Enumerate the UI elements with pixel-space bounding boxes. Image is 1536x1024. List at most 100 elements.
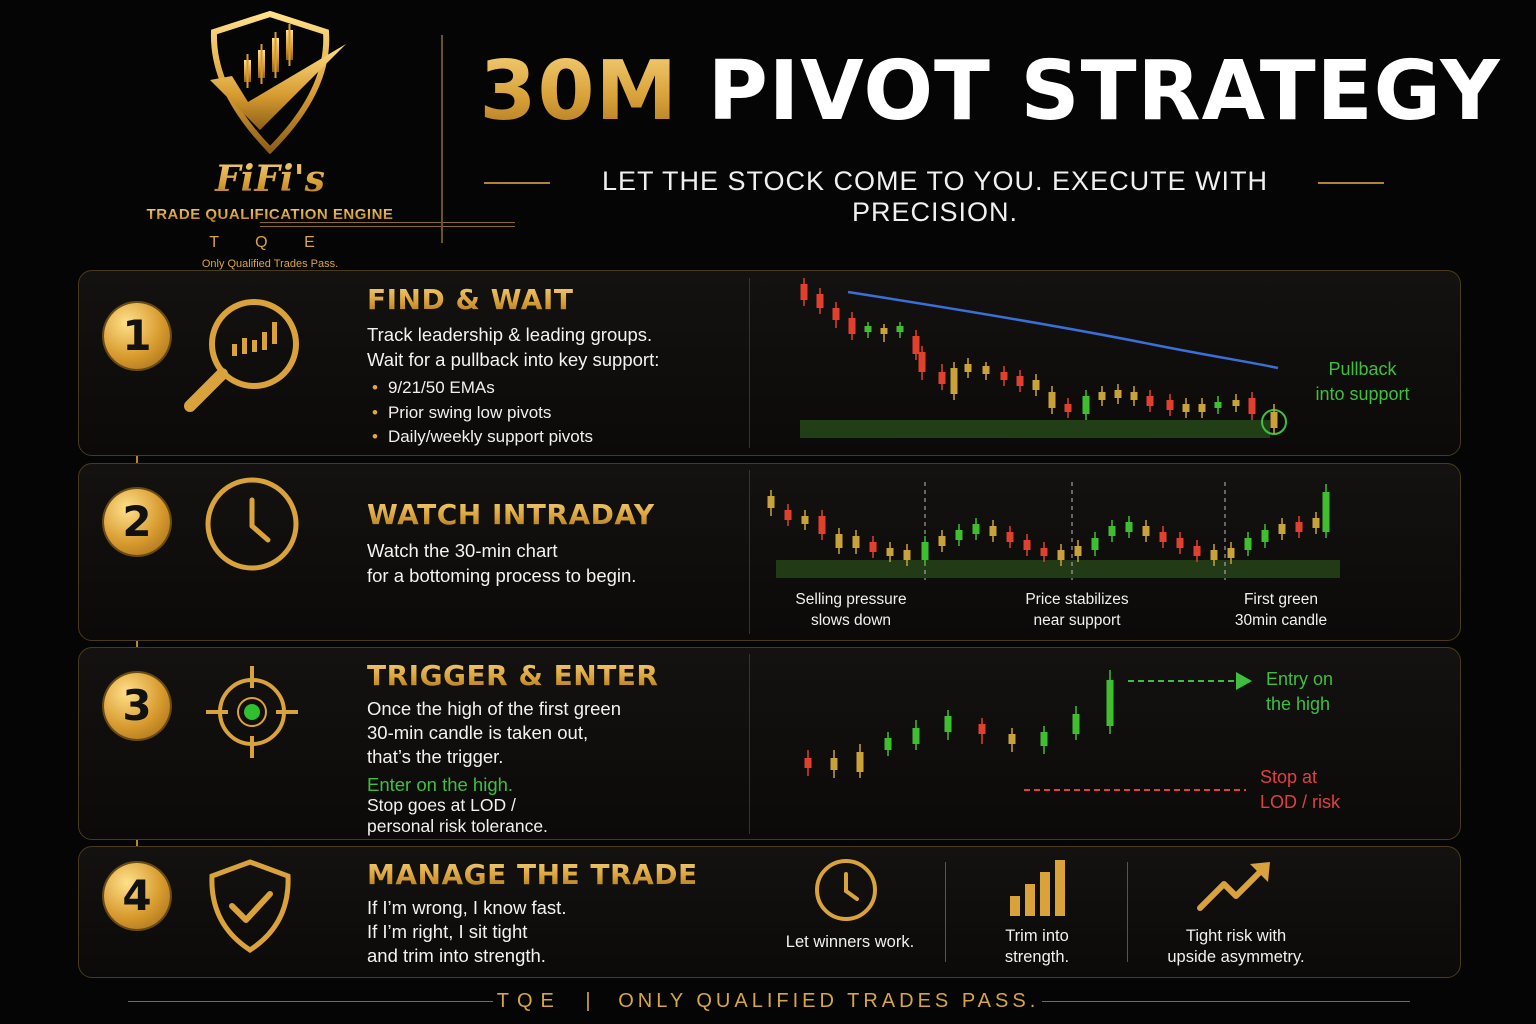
candle	[1072, 714, 1080, 734]
candle	[801, 516, 809, 524]
chart-label-line: Entry on	[1266, 669, 1334, 689]
candle	[1214, 402, 1222, 408]
candle	[1295, 522, 1303, 532]
logo-abbr: T Q E	[209, 234, 331, 251]
candle	[1108, 526, 1116, 536]
candle	[964, 364, 972, 372]
candle	[1016, 376, 1024, 386]
candle	[918, 352, 926, 372]
candle	[1312, 518, 1320, 528]
step-3-stop-line: personal risk tolerance.	[367, 816, 548, 836]
chart-label-line: Stop at	[1260, 767, 1318, 787]
footer-tagline: ONLY QUALIFIED TRADES PASS.	[618, 990, 1040, 1012]
step-3-number: 3	[104, 673, 170, 739]
step-1-chart-label: Pullback into support	[1300, 357, 1425, 407]
candle	[1000, 372, 1008, 380]
candle	[978, 724, 986, 734]
bar-chart-icon	[1010, 860, 1065, 916]
logo-name: FiFi's	[120, 158, 420, 200]
chart-label-line: First green	[1243, 591, 1319, 608]
step-4-text-line: If I’m right, I sit tight	[367, 921, 528, 942]
step-4-title: MANAGE THE TRADE	[367, 858, 698, 891]
candle	[864, 326, 872, 332]
chart-label-line: 30min candle	[1234, 612, 1328, 629]
candle	[912, 728, 920, 744]
trend-up-arrow-icon	[1197, 862, 1270, 911]
candle	[1114, 390, 1122, 398]
support-zone	[776, 560, 1340, 578]
step-3-text-line: 30-min candle is taken out,	[367, 722, 589, 743]
step-1-text: Track leadership & leading groups. Wait …	[367, 322, 659, 372]
step-3-enter-text: Enter on the high.	[367, 774, 514, 795]
step-3-text-line: that’s the trigger.	[367, 746, 504, 767]
candle	[804, 758, 812, 768]
page-title: 30M PIVOT STRATEGY	[470, 44, 1510, 139]
step-1-text-line: Wait for a pullback into key support:	[367, 349, 660, 370]
manage-item-line: Tight risk with	[1185, 927, 1287, 945]
candle	[950, 368, 958, 394]
step-2-text: Watch the 30-min chart for a bottoming p…	[367, 538, 636, 588]
step-1-candle-chart	[800, 278, 1287, 438]
candle	[972, 524, 980, 534]
step-3-text-line: Once the high of the first green	[367, 698, 622, 719]
candle	[938, 372, 946, 384]
candle	[1227, 548, 1235, 558]
step-2-number: 2	[104, 489, 170, 555]
step-2-candle-chart	[767, 482, 1340, 580]
step-4-text-line: If I’m wrong, I know fast.	[367, 897, 567, 918]
step-2-chart-label: First green 30min candle	[1206, 589, 1356, 631]
title-highlight: 30M	[479, 44, 679, 139]
logo-divider	[260, 226, 515, 227]
candle	[1130, 392, 1138, 400]
candle	[1193, 546, 1201, 556]
subtitle-line-left	[484, 182, 550, 184]
chart-label-line: the high	[1266, 694, 1331, 714]
candle	[1064, 404, 1072, 412]
candle	[884, 738, 892, 750]
candle	[989, 526, 997, 536]
candle	[1125, 522, 1133, 532]
candle	[1008, 734, 1016, 744]
manage-item-label: Trim into strength.	[972, 926, 1102, 968]
candle	[1146, 396, 1154, 406]
candle	[982, 366, 990, 374]
candle	[832, 308, 840, 320]
footer-line-right	[1042, 1001, 1410, 1002]
logo-engine-label: TRADE QUALIFICATION ENGINE	[120, 206, 420, 223]
chart-label-line: near support	[1033, 612, 1121, 629]
candle	[886, 548, 894, 556]
candle	[1091, 538, 1099, 550]
candle	[869, 542, 877, 552]
step-1-bullet: Daily/weekly support pivots	[372, 427, 593, 447]
step-3-text: Once the high of the first green 30-min …	[367, 697, 621, 769]
step-1-number: 1	[104, 303, 170, 369]
chart-label-line: slows down	[810, 612, 892, 629]
candle	[1210, 550, 1218, 560]
logo-divider	[260, 222, 515, 223]
step-3-panel	[78, 647, 1461, 840]
clock-icon	[815, 859, 877, 921]
step-1-bullet: Prior swing low pivots	[372, 403, 551, 423]
candle	[903, 550, 911, 560]
candle	[1248, 398, 1256, 414]
candle	[818, 516, 826, 534]
candle	[1057, 550, 1065, 560]
crosshair-target-icon	[206, 666, 298, 758]
step-2-chart-label: Price stabilizes near support	[1002, 589, 1152, 631]
step-3-stop-label: Stop at LOD / risk	[1260, 765, 1360, 815]
logo: FiFi's TRADE QUALIFICATION ENGINE T Q E …	[120, 10, 515, 270]
candle	[1074, 546, 1082, 556]
step-2-text-line: for a bottoming process to begin.	[367, 565, 637, 586]
chart-label-line: into support	[1315, 384, 1410, 404]
candle	[880, 328, 888, 334]
clock-icon	[205, 477, 299, 571]
candle	[856, 752, 864, 772]
candle	[800, 284, 808, 300]
step-3-divider	[749, 654, 750, 834]
candle	[1159, 532, 1167, 542]
candle	[848, 318, 856, 334]
step-1-divider	[749, 278, 750, 448]
manage-item-line: strength.	[1004, 948, 1070, 966]
chart-label-line: Price stabilizes	[1025, 591, 1129, 608]
candle	[912, 336, 920, 354]
